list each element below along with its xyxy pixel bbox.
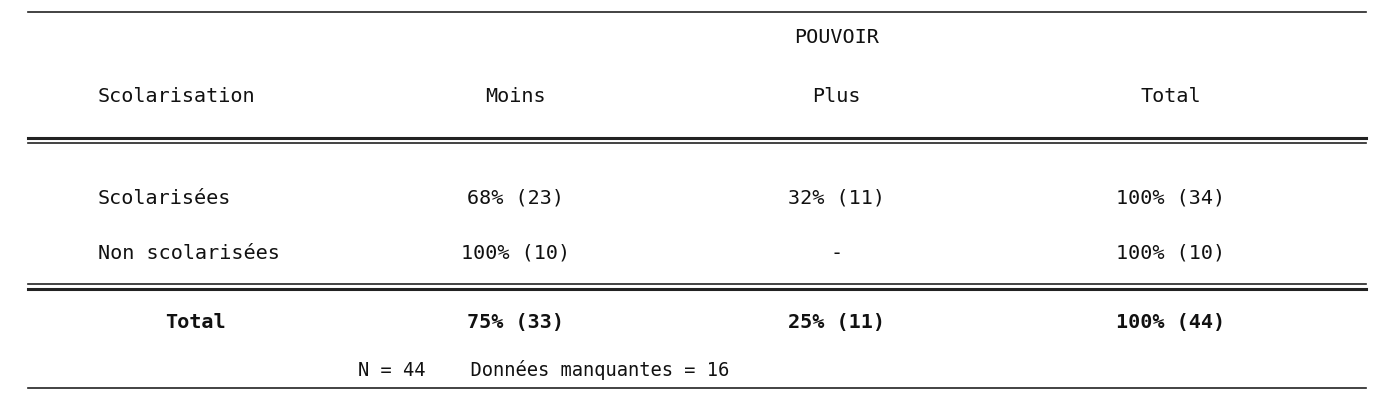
Text: Total: Total [164, 313, 226, 332]
Text: POUVOIR: POUVOIR [795, 28, 878, 47]
Text: -: - [831, 244, 842, 263]
Text: 100% (10): 100% (10) [461, 244, 570, 263]
Text: Scolarisation: Scolarisation [98, 87, 255, 106]
Text: N = 44    Données manquantes = 16: N = 44 Données manquantes = 16 [358, 360, 729, 380]
Text: Plus: Plus [813, 87, 860, 106]
Text: Moins: Moins [485, 87, 546, 106]
Text: 32% (11): 32% (11) [788, 188, 885, 208]
Text: 100% (34): 100% (34) [1117, 188, 1225, 208]
Text: Scolarisées: Scolarisées [98, 188, 231, 208]
Text: 68% (23): 68% (23) [467, 188, 565, 208]
Text: 75% (33): 75% (33) [467, 313, 565, 332]
Text: Non scolarisées: Non scolarisées [98, 244, 279, 263]
Text: 100% (10): 100% (10) [1117, 244, 1225, 263]
Text: 25% (11): 25% (11) [788, 313, 885, 332]
Text: Total: Total [1140, 87, 1202, 106]
Text: 100% (44): 100% (44) [1117, 313, 1225, 332]
